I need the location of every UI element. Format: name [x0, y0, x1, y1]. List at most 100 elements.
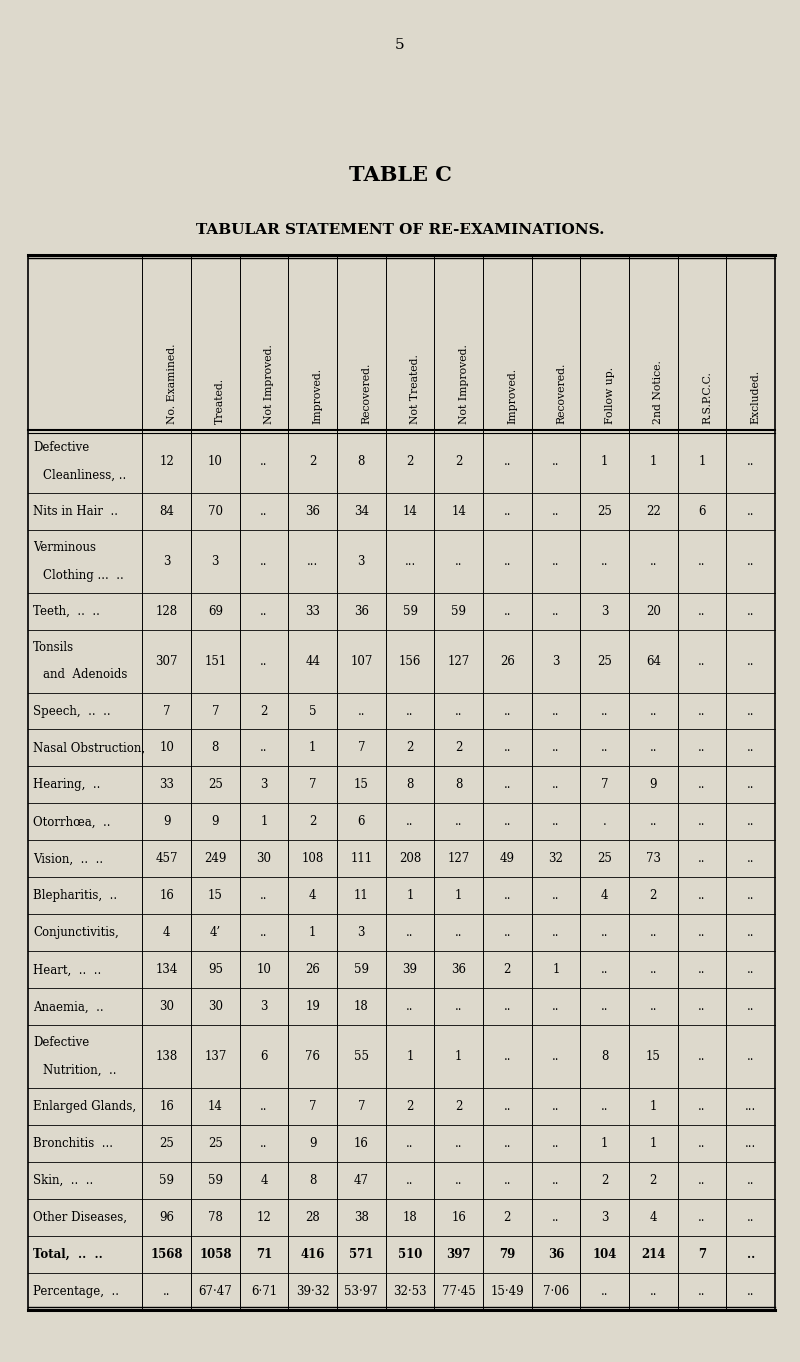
- Text: 208: 208: [399, 853, 421, 865]
- Text: Clothing ...  ..: Clothing ... ..: [43, 568, 124, 582]
- Text: ..: ..: [747, 1050, 754, 1064]
- Text: 25: 25: [208, 1137, 222, 1150]
- Text: ..: ..: [650, 1000, 657, 1013]
- Text: ..: ..: [601, 1284, 609, 1298]
- Text: ..: ..: [503, 505, 511, 518]
- Text: Improved.: Improved.: [507, 368, 518, 424]
- Text: ..: ..: [747, 779, 754, 791]
- Text: ..: ..: [552, 505, 560, 518]
- Text: ..: ..: [601, 554, 609, 568]
- Text: 15: 15: [646, 1050, 661, 1064]
- Text: 36: 36: [548, 1248, 564, 1261]
- Text: ..: ..: [552, 926, 560, 940]
- Text: ..: ..: [747, 1284, 754, 1298]
- Text: 2: 2: [455, 741, 462, 755]
- Text: 25: 25: [598, 505, 612, 518]
- Text: ..: ..: [406, 926, 414, 940]
- Text: 3: 3: [260, 779, 268, 791]
- Text: 2: 2: [455, 455, 462, 469]
- Text: ..: ..: [747, 704, 754, 718]
- Text: ..: ..: [163, 1284, 170, 1298]
- Text: ..: ..: [601, 1000, 609, 1013]
- Text: 2: 2: [309, 816, 316, 828]
- Text: Cleanliness, ..: Cleanliness, ..: [43, 469, 126, 482]
- Text: 25: 25: [598, 853, 612, 865]
- Text: ..: ..: [601, 704, 609, 718]
- Text: 3: 3: [601, 1211, 609, 1224]
- Text: ..: ..: [503, 1000, 511, 1013]
- Text: ..: ..: [455, 704, 462, 718]
- Text: ..: ..: [552, 704, 560, 718]
- Text: 1: 1: [552, 963, 560, 977]
- Text: ..: ..: [698, 1284, 706, 1298]
- Text: ..: ..: [552, 779, 560, 791]
- Text: ..: ..: [650, 554, 657, 568]
- Text: No. Examined.: No. Examined.: [166, 343, 177, 424]
- Text: 67·47: 67·47: [198, 1284, 232, 1298]
- Text: ..: ..: [747, 455, 754, 469]
- Text: ..: ..: [552, 1137, 560, 1150]
- Text: ..: ..: [503, 1137, 511, 1150]
- Text: 33: 33: [305, 605, 320, 618]
- Text: 69: 69: [208, 605, 223, 618]
- Text: ..: ..: [503, 816, 511, 828]
- Text: 1: 1: [601, 1137, 608, 1150]
- Text: ..: ..: [601, 926, 609, 940]
- Text: ..: ..: [747, 554, 754, 568]
- Text: ..: ..: [552, 816, 560, 828]
- Text: 7: 7: [309, 779, 317, 791]
- Text: ..: ..: [406, 1000, 414, 1013]
- Text: Defective: Defective: [33, 441, 90, 454]
- Text: 8: 8: [601, 1050, 608, 1064]
- Text: 7: 7: [358, 1100, 365, 1113]
- Text: 3: 3: [358, 926, 365, 940]
- Text: ..: ..: [650, 963, 657, 977]
- Text: ..: ..: [698, 704, 706, 718]
- Text: ..: ..: [503, 605, 511, 618]
- Text: Improved.: Improved.: [313, 368, 322, 424]
- Text: 7: 7: [212, 704, 219, 718]
- Text: ..: ..: [503, 455, 511, 469]
- Text: 76: 76: [305, 1050, 320, 1064]
- Text: ..: ..: [552, 1211, 560, 1224]
- Text: 7: 7: [163, 704, 170, 718]
- Text: 28: 28: [306, 1211, 320, 1224]
- Text: 14: 14: [402, 505, 418, 518]
- Text: ..: ..: [503, 704, 511, 718]
- Text: Other Diseases,: Other Diseases,: [33, 1211, 127, 1224]
- Text: ..: ..: [552, 455, 560, 469]
- Text: 22: 22: [646, 505, 661, 518]
- Text: 4: 4: [163, 926, 170, 940]
- Text: 1: 1: [309, 741, 316, 755]
- Text: ..: ..: [260, 1137, 268, 1150]
- Text: R.S.P.C.C.: R.S.P.C.C.: [702, 370, 712, 424]
- Text: 6: 6: [698, 505, 706, 518]
- Text: ..: ..: [747, 816, 754, 828]
- Text: ..: ..: [260, 505, 268, 518]
- Text: 457: 457: [155, 853, 178, 865]
- Text: 6: 6: [358, 816, 365, 828]
- Text: Speech,  ..  ..: Speech, .. ..: [33, 704, 110, 718]
- Text: ..: ..: [260, 889, 268, 903]
- Text: 10: 10: [257, 963, 271, 977]
- Text: ..: ..: [260, 455, 268, 469]
- Text: 15: 15: [354, 779, 369, 791]
- Text: 2: 2: [406, 1100, 414, 1113]
- Text: 34: 34: [354, 505, 369, 518]
- Text: Nutrition,  ..: Nutrition, ..: [43, 1064, 117, 1077]
- Text: 2: 2: [504, 1211, 511, 1224]
- Text: ..: ..: [406, 1137, 414, 1150]
- Text: ..: ..: [260, 1100, 268, 1113]
- Text: 16: 16: [451, 1211, 466, 1224]
- Text: ..: ..: [601, 741, 609, 755]
- Text: 78: 78: [208, 1211, 222, 1224]
- Text: 25: 25: [159, 1137, 174, 1150]
- Text: ..: ..: [747, 605, 754, 618]
- Text: 64: 64: [646, 655, 661, 667]
- Text: Enlarged Glands,: Enlarged Glands,: [33, 1100, 136, 1113]
- Text: 3: 3: [260, 1000, 268, 1013]
- Text: ..: ..: [455, 816, 462, 828]
- Text: 6·71: 6·71: [251, 1284, 277, 1298]
- Text: 416: 416: [301, 1248, 325, 1261]
- Text: ..: ..: [406, 1174, 414, 1188]
